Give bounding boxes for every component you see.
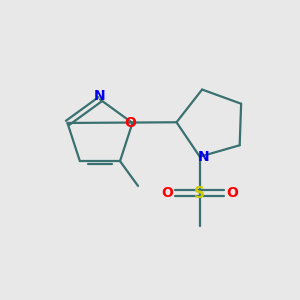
Text: N: N [94, 89, 106, 103]
Text: O: O [226, 186, 238, 200]
Text: S: S [194, 186, 205, 201]
Text: O: O [161, 186, 173, 200]
Text: N: N [198, 150, 210, 164]
Text: O: O [124, 116, 136, 130]
